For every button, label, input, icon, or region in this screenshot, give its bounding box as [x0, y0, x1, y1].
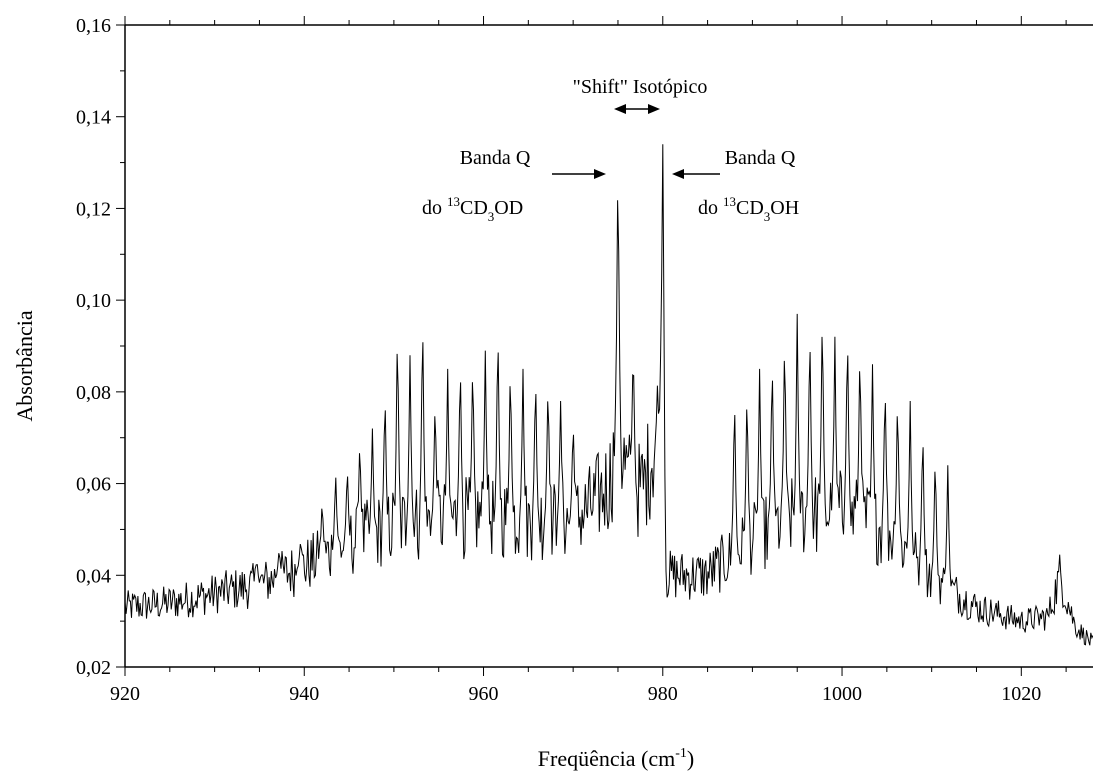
y-tick-label: 0,08: [76, 382, 111, 404]
y-axis-title: Absorbância: [12, 310, 37, 421]
x-tick-label: 1020: [1001, 683, 1041, 705]
left-band-main: CD: [460, 197, 488, 219]
left-band-sup: 13: [447, 194, 460, 209]
x-tick-label: 1000: [822, 683, 862, 705]
x-tick-label: 960: [469, 683, 499, 705]
x-tick-label: 980: [648, 683, 678, 705]
axes: [124, 24, 1093, 668]
right-band-label-line1: Banda Q: [725, 147, 796, 169]
y-tick-label: 0,04: [76, 565, 111, 587]
x-tick-label: 940: [289, 683, 319, 705]
x-axis-title-suffix: ): [687, 746, 694, 771]
right-band-sub: 3: [764, 209, 771, 224]
right-band-main: CD: [736, 197, 764, 219]
right-band-end: OH: [770, 197, 799, 219]
right-band-pre: do: [698, 197, 723, 219]
left-band-end: OD: [494, 197, 523, 219]
right-band-arrow: [672, 169, 720, 179]
x-axis-title-sup: -1: [675, 746, 687, 761]
y-tick-label: 0,06: [76, 474, 111, 496]
y-tick-label: 0,02: [76, 657, 111, 679]
x-axis-ticks: 920 940 960 980 1000 1020: [110, 16, 1067, 705]
left-band-sub: 3: [488, 209, 495, 224]
y-tick-label: 0,10: [76, 290, 111, 312]
left-band-label-line2: do 13CD3OD: [422, 194, 523, 224]
right-band-label-line2: do 13CD3OH: [698, 194, 799, 224]
y-tick-label: 0,12: [76, 198, 111, 220]
y-axis-ticks: 0,02 0,04 0,06 0,08 0,10 0,12 0,14 0,16: [76, 15, 125, 679]
x-tick-label: 920: [110, 683, 140, 705]
left-band-arrow: [552, 169, 606, 179]
left-band-label-line1: Banda Q: [460, 147, 531, 169]
x-axis-title: Freqüência (cm-1): [538, 746, 694, 771]
shift-double-arrow: [614, 104, 660, 114]
y-tick-label: 0,16: [76, 15, 111, 37]
left-band-pre: do: [422, 197, 447, 219]
y-tick-label: 0,14: [76, 107, 111, 129]
spectrum-line: [124, 144, 1093, 646]
shift-label: "Shift" Isotópico: [573, 76, 708, 98]
x-axis-title-text: Freqüência (cm: [538, 746, 675, 771]
right-band-sup: 13: [723, 194, 736, 209]
